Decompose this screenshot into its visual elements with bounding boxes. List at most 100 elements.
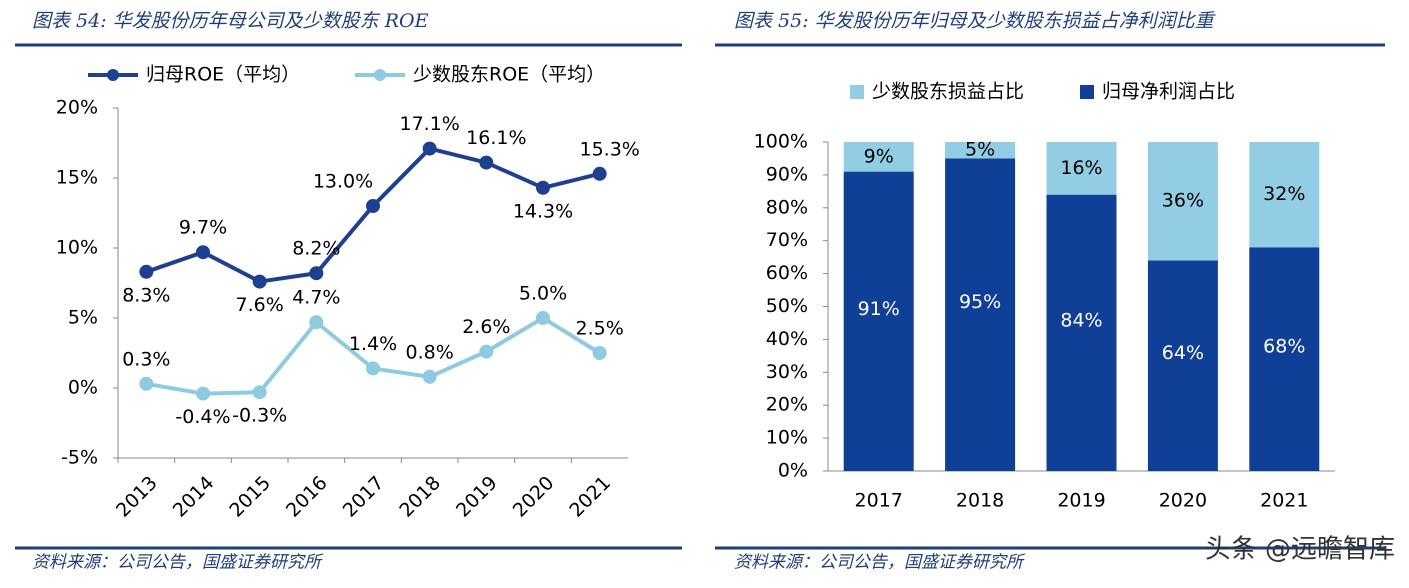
data-label: 2.5% (576, 318, 624, 340)
bar-segment (1249, 142, 1320, 248)
point (139, 376, 154, 391)
data-label: 15.3% (579, 138, 639, 160)
x-tick-label: 2014 (169, 472, 219, 522)
x-tick-label: 2019 (1057, 490, 1105, 512)
data-label: 4.7% (292, 287, 340, 309)
x-tick-label: 2019 (452, 472, 502, 522)
legend-swatch (1080, 85, 1094, 99)
data-label: 64% (1162, 342, 1204, 364)
data-label: 8.2% (292, 238, 340, 260)
point (536, 180, 550, 195)
legend-label: 少数股东损益占比 (872, 81, 1024, 103)
point (196, 386, 210, 401)
y-tick-label: 5% (68, 307, 98, 329)
y-tick-label: 10% (766, 427, 808, 449)
point (366, 361, 380, 376)
legend-label: 少数股东ROE（平均） (413, 64, 605, 86)
y-tick-label: 15% (56, 167, 98, 189)
bar-segment (1046, 142, 1117, 195)
point (196, 245, 210, 260)
chart-title: 图表 55: 华发股份历年归母及少数股东损益占净利润比重 (734, 10, 1217, 32)
data-label: 2.6% (462, 316, 510, 338)
y-tick-label: 10% (56, 237, 98, 259)
y-tick-label: 20% (56, 97, 98, 119)
bar-segment (843, 171, 914, 472)
source: 资料来源：公司公告，国盛证券研究所 (734, 553, 1026, 573)
y-tick-label: 40% (766, 328, 808, 350)
data-label: 7.6% (236, 294, 284, 316)
point (139, 264, 154, 279)
legend-swatch (850, 85, 864, 99)
x-tick-label: 2016 (282, 472, 332, 522)
data-label: 5% (965, 139, 995, 161)
point (252, 385, 267, 400)
y-tick-label: -5% (61, 447, 98, 469)
data-label: 14.3% (513, 200, 573, 222)
y-tick-label: 0% (778, 460, 808, 482)
y-tick-label: 80% (766, 196, 808, 218)
x-tick-label: 2018 (956, 490, 1004, 512)
bar-segment (945, 142, 1016, 159)
legend-label: 归母ROE（平均） (146, 64, 300, 86)
chart-title: 图表 54: 华发股份历年母公司及少数股东 ROE (32, 10, 429, 32)
x-tick-label: 2013 (112, 472, 162, 522)
watermark: 头条 @远瞻智库 (1205, 535, 1395, 565)
data-label: 9.7% (179, 217, 227, 239)
data-label: 9% (864, 145, 894, 167)
point (592, 346, 607, 360)
data-label: 16% (1060, 157, 1102, 179)
x-tick-label: 2015 (225, 472, 275, 522)
legend-label: 归母净利润占比 (1102, 81, 1235, 103)
data-label: 17.1% (399, 113, 459, 135)
bar-segment (843, 142, 914, 172)
data-label: 16.1% (466, 127, 526, 149)
point (309, 266, 324, 281)
x-tick-label: 2017 (855, 490, 903, 512)
x-tick-label: 2018 (395, 472, 445, 522)
data-label: 32% (1263, 183, 1305, 205)
y-tick-label: 30% (766, 361, 808, 383)
x-tick-label: 2017 (339, 472, 389, 522)
data-label: 84% (1060, 309, 1102, 331)
bar-segment (1249, 247, 1320, 471)
y-tick-label: 70% (766, 229, 808, 251)
data-label: 1.4% (349, 333, 397, 355)
data-label: 0.8% (406, 341, 454, 363)
x-tick-label: 2020 (1159, 490, 1207, 512)
y-tick-label: 90% (766, 163, 808, 185)
bar-segment (945, 158, 1016, 471)
data-label: -0.4% (175, 406, 230, 428)
point (479, 155, 494, 170)
x-tick-label: 2021 (565, 472, 615, 522)
legend-marker (374, 69, 386, 81)
data-label: 68% (1263, 336, 1305, 358)
point (422, 141, 437, 156)
y-tick-label: 60% (766, 262, 808, 284)
data-label: -0.3% (232, 405, 287, 427)
data-label: 0.3% (122, 348, 170, 370)
source: 资料来源：公司公告，国盛证券研究所 (32, 553, 324, 573)
point (479, 344, 494, 359)
y-tick-label: 50% (766, 295, 808, 317)
data-label: 13.0% (313, 171, 373, 193)
y-tick-label: 100% (754, 131, 808, 153)
series-line (145, 315, 601, 396)
data-label: 36% (1162, 190, 1204, 212)
data-label: 5.0% (519, 283, 567, 305)
data-label: 91% (858, 298, 900, 320)
x-tick-label: 2021 (1260, 490, 1308, 512)
y-tick-label: 20% (766, 394, 808, 416)
x-tick-label: 2020 (509, 472, 559, 522)
data-label: 8.3% (122, 284, 170, 306)
y-tick-label: 0% (68, 377, 98, 399)
data-label: 95% (959, 291, 1001, 313)
point (366, 199, 380, 213)
point (422, 369, 437, 384)
point (536, 311, 550, 325)
bar-segment (1147, 142, 1218, 261)
point (592, 166, 607, 181)
point (309, 315, 324, 330)
bar-segment (1147, 260, 1218, 471)
legend-marker (107, 69, 119, 81)
